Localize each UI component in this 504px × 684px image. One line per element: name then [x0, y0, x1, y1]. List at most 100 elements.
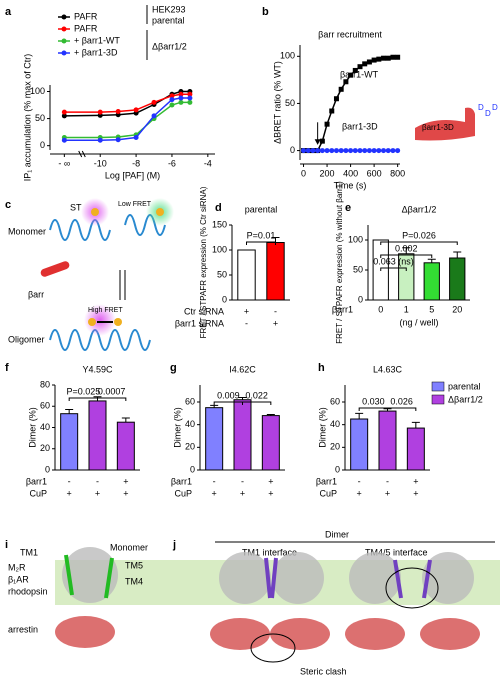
point [381, 55, 387, 61]
y-tick-label: 60 [185, 396, 195, 406]
point [357, 148, 363, 154]
y-axis-label: ΔBRET ratio (% WT) [272, 61, 282, 144]
arrestin [40, 261, 70, 277]
significance-bracket [380, 254, 433, 258]
receptor [49, 219, 111, 241]
annotation: 0.026 [390, 396, 413, 406]
monomer-label: Monomer [8, 226, 46, 236]
arrowhead [314, 139, 321, 145]
legend-marker [61, 26, 67, 32]
annotation: D [485, 109, 491, 118]
bar [423, 262, 440, 301]
legend-label: PAFR [74, 23, 98, 33]
y-tick-label: 0 [290, 145, 295, 155]
annotation: 0.002 [395, 243, 418, 253]
y-tick-label: 0 [335, 464, 340, 474]
error-bar [427, 258, 436, 263]
point [338, 86, 344, 92]
receptor-structure [422, 552, 474, 604]
row-label: βarr1 [171, 476, 192, 486]
significance-bracket [380, 241, 458, 245]
y-tick-label: 60 [40, 401, 50, 411]
point [97, 137, 103, 143]
arrestin-structure [270, 618, 330, 650]
x-tick-label: 1 [404, 304, 409, 314]
significance-bracket [242, 401, 272, 405]
x-tick-label: -10 [94, 158, 107, 168]
y-tick-label: 0 [358, 294, 363, 304]
bar [449, 257, 466, 301]
helices [64, 554, 114, 599]
panel-j-title: Dimer [325, 529, 349, 539]
y-tick-label: 150 [212, 219, 227, 229]
x-tick-label: 200 [320, 168, 335, 178]
legend-label: parental [448, 381, 481, 391]
y-tick-label: 50 [353, 264, 363, 274]
point [371, 57, 377, 63]
panel-letter: b [262, 6, 269, 18]
receptor-dimer [49, 329, 151, 351]
point [178, 99, 184, 105]
point [376, 148, 382, 154]
significance-bracket [380, 267, 407, 271]
point [178, 95, 184, 101]
x-tick-label: -6 [168, 158, 176, 168]
panel-letter: g [170, 362, 177, 374]
barr-label: βarr [28, 289, 44, 299]
point [366, 148, 372, 154]
point [133, 135, 139, 141]
x-tick-label: 400 [343, 168, 358, 178]
bar [233, 399, 252, 471]
point [319, 138, 325, 144]
series-label: βarr1-WT [340, 69, 379, 79]
point [169, 93, 175, 99]
annotation: D [492, 103, 498, 112]
chart-title: L4.63C [373, 364, 403, 374]
point [187, 99, 193, 105]
point [301, 148, 307, 154]
row-cell: + [95, 488, 100, 498]
x-tick-label: -8 [132, 158, 140, 168]
point [61, 137, 67, 143]
point [362, 148, 368, 154]
row-label: CuP [29, 488, 47, 498]
error-bar [402, 247, 411, 254]
legend-label: Δβarr1/2 [448, 394, 483, 404]
significance-bracket [97, 397, 127, 401]
point [376, 56, 382, 62]
point [343, 148, 349, 154]
x-tick-label: 0 [378, 304, 383, 314]
row-cell: - [274, 306, 277, 316]
annotation: 0.009 [217, 390, 240, 400]
point [338, 148, 344, 154]
panel-letter: e [345, 202, 351, 214]
receptor-name: β₁AR [8, 574, 29, 584]
point [390, 54, 396, 60]
row-cell: - [358, 476, 361, 486]
error-bar [266, 413, 275, 416]
panels-ij: i Monomer TM1 TM5 TM4 M₂R β₁AR rhodopsin… [5, 529, 500, 676]
error-bar [411, 421, 420, 429]
row-cell: - [68, 476, 71, 486]
point [352, 148, 358, 154]
error-bar [453, 251, 462, 258]
glow [84, 304, 116, 336]
row-label: βarr1 [316, 476, 337, 486]
y-tick-label: 0 [222, 294, 227, 304]
point [319, 148, 325, 154]
x-axis-label: Log [PAF] (M) [105, 170, 160, 180]
point [329, 148, 335, 154]
y-tick-label: 80 [40, 379, 50, 389]
point [357, 64, 363, 70]
bar [237, 249, 256, 301]
point [333, 96, 339, 102]
panel-letter: a [5, 6, 12, 18]
st-label: ST [70, 202, 82, 212]
row-label: βarr1 siRNA [175, 318, 224, 328]
interface-helices [264, 557, 432, 599]
panel-letter: j [172, 539, 176, 551]
annotation: 0.022 [245, 390, 268, 400]
chart-title: βarr recruitment [318, 29, 382, 39]
row-label: βarr1 [26, 476, 47, 486]
y-axis-label: Dimer (%) [27, 407, 37, 448]
